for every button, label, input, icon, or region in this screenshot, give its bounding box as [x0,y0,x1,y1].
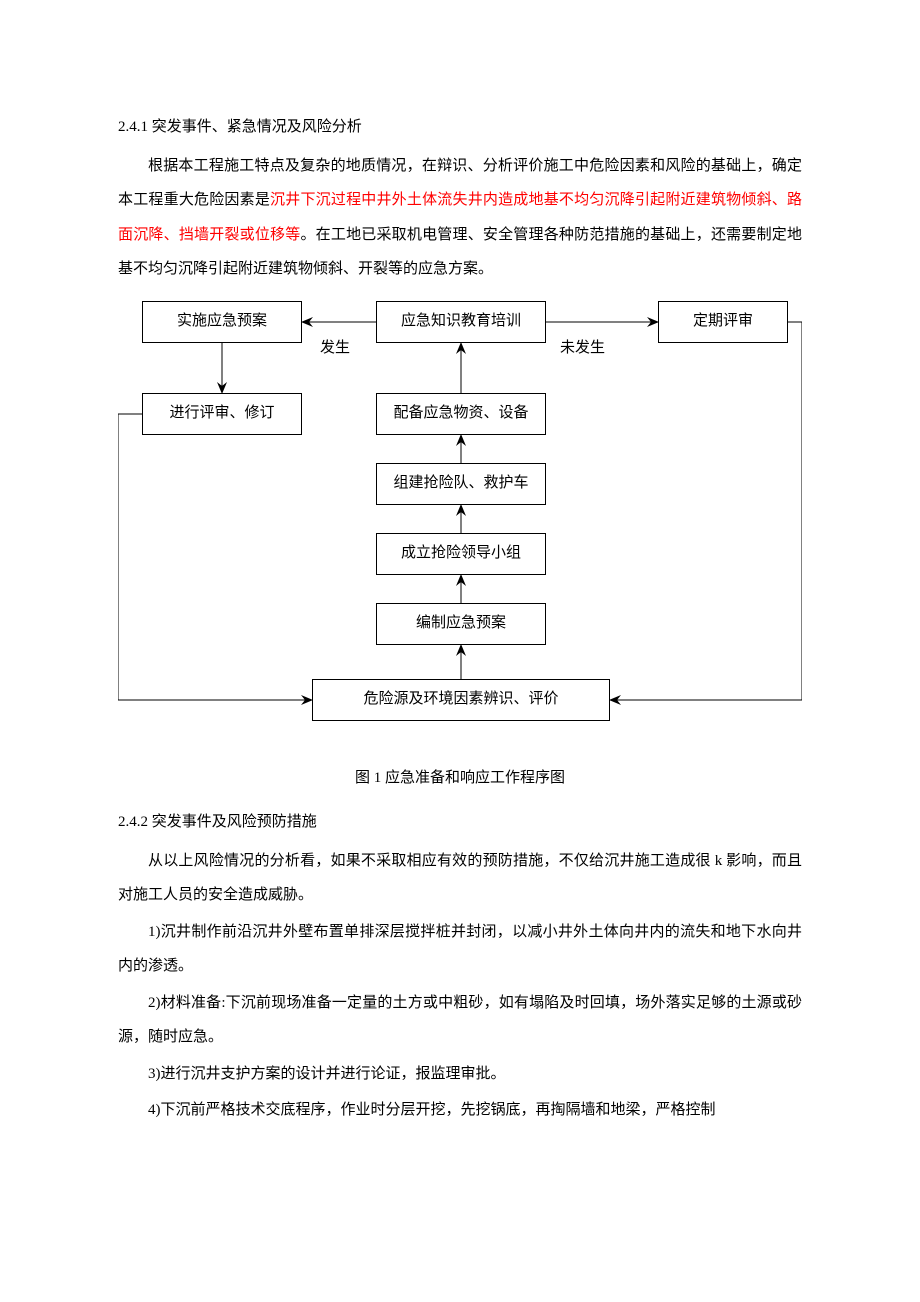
paragraph-3: 1)沉井制作前沿沉井外壁布置单排深层搅拌桩并封闭，以减小井外土体向井内的流失和地… [118,915,802,984]
figure-caption: 图 1 应急准备和响应工作程序图 [118,761,802,796]
flow-node-n7: 成立抢险领导小组 [376,533,546,575]
flowchart: 实施应急预案 应急知识教育培训 定期评审进行评审、修订 配备应急物资、设备组建抢险队、… [118,301,802,743]
flow-node-n1: 实施应急预案 [142,301,302,343]
paragraph-4: 2)材料准备:下沉前现场准备一定量的土方或中粗砂，如有塌陷及时回填，场外落实足够… [118,986,802,1055]
flow-node-n8: 编制应急预案 [376,603,546,645]
flow-node-n3: 定期评审 [658,301,788,343]
flow-edge-label-happen: 发生 [320,331,350,366]
section-heading-2: 2.4.2 突发事件及风险预防措施 [118,805,802,840]
flowchart-arrows [118,301,802,743]
flow-node-n2: 应急知识教育培训 [376,301,546,343]
paragraph-6: 4)下沉前严格技术交底程序，作业时分层开挖，先挖锅底，再掏隔墙和地梁，严格控制 [118,1093,802,1128]
flow-edge-label-nothappen: 未发生 [560,331,605,366]
paragraph-2: 从以上风险情况的分析看，如果不采取相应有效的预防措施，不仅给沉井施工造成很 k … [118,844,802,913]
paragraph-5: 3)进行沉井支护方案的设计并进行论证，报监理审批。 [118,1057,802,1092]
flow-node-n9: 危险源及环境因素辨识、评价 [312,679,610,721]
paragraph-intro: 根据本工程施工特点及复杂的地质情况，在辩识、分析评价施工中危险因素和风险的基础上… [118,149,802,287]
flow-node-n4: 进行评审、修订 [142,393,302,435]
flow-node-n5: 配备应急物资、设备 [376,393,546,435]
flow-node-n6: 组建抢险队、救护车 [376,463,546,505]
section-heading-1: 2.4.1 突发事件、紧急情况及风险分析 [118,110,802,145]
